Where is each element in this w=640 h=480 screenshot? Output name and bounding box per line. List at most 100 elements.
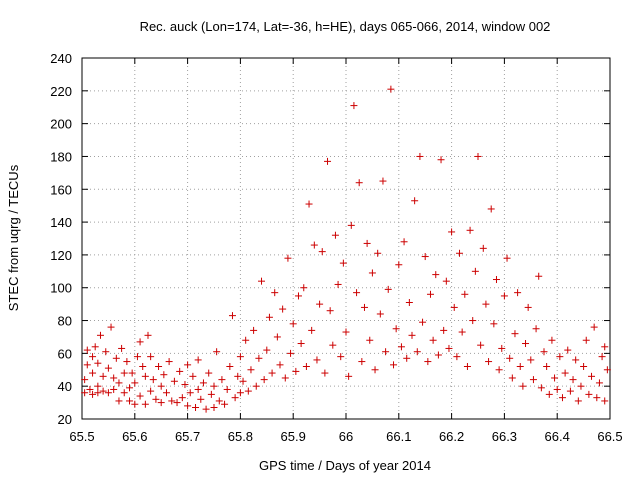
data-point <box>519 382 527 390</box>
data-point <box>102 348 110 356</box>
data-point <box>252 382 260 390</box>
data-point <box>234 372 242 380</box>
data-point <box>458 328 466 336</box>
data-point <box>86 385 94 393</box>
data-point <box>226 362 234 370</box>
data-point <box>308 326 316 334</box>
data-point <box>506 354 514 362</box>
data-point <box>239 377 247 385</box>
data-point <box>516 362 524 370</box>
data-point <box>218 376 226 384</box>
data-point <box>400 238 408 246</box>
data-point <box>223 385 231 393</box>
data-point <box>210 404 218 412</box>
data-point <box>574 397 582 405</box>
data-point <box>556 353 564 361</box>
x-tick-label: 65.8 <box>228 429 253 444</box>
y-tick-label: 140 <box>50 215 72 230</box>
data-point <box>89 353 97 361</box>
data-point <box>342 328 350 336</box>
data-point <box>442 277 450 285</box>
data-points <box>81 85 611 413</box>
data-point <box>133 353 141 361</box>
data-point <box>461 290 469 298</box>
data-point <box>268 369 276 377</box>
chart-title: Rec. auck (Lon=174, Lat=-36, h=HE), days… <box>140 19 551 34</box>
data-point <box>448 228 456 236</box>
data-point <box>371 366 379 374</box>
data-point <box>297 340 305 348</box>
data-point <box>601 397 609 405</box>
y-tick-label: 220 <box>50 84 72 99</box>
data-point <box>265 313 273 321</box>
y-tick-label: 120 <box>50 248 72 263</box>
data-point <box>522 340 530 348</box>
data-point <box>255 354 263 362</box>
y-tick-label: 180 <box>50 149 72 164</box>
data-point <box>173 399 181 407</box>
data-point <box>503 254 511 262</box>
data-point <box>228 312 236 320</box>
x-tick-label: 66.3 <box>492 429 517 444</box>
data-point <box>366 336 374 344</box>
data-point <box>490 320 498 328</box>
data-point <box>83 361 91 369</box>
data-point <box>397 343 405 351</box>
data-point <box>590 323 598 331</box>
data-point <box>485 358 493 366</box>
data-point <box>115 397 123 405</box>
data-point <box>250 326 258 334</box>
data-point <box>540 348 548 356</box>
data-point <box>564 346 572 354</box>
data-point <box>231 394 239 402</box>
y-tick-label: 160 <box>50 182 72 197</box>
data-point <box>202 405 210 413</box>
data-point <box>363 239 371 247</box>
axis-ticks <box>81 57 611 420</box>
data-point <box>440 326 448 334</box>
data-point <box>358 358 366 366</box>
data-point <box>426 290 434 298</box>
data-point <box>421 253 429 261</box>
data-point <box>566 387 574 395</box>
data-point <box>313 356 321 364</box>
data-point <box>545 390 553 398</box>
data-point <box>382 348 390 356</box>
data-point <box>326 307 334 315</box>
data-point <box>553 385 561 393</box>
y-tick-label: 60 <box>58 346 72 361</box>
data-point <box>392 325 400 333</box>
data-point <box>310 241 318 249</box>
data-point <box>120 389 128 397</box>
data-point <box>347 221 355 229</box>
data-point <box>469 317 477 325</box>
data-point <box>376 310 384 318</box>
data-point <box>437 156 445 164</box>
data-point <box>165 358 173 366</box>
data-point <box>184 361 192 369</box>
data-point <box>192 404 200 412</box>
data-point <box>263 346 271 354</box>
data-point <box>324 157 332 165</box>
data-point <box>585 390 593 398</box>
x-tick-label: 66.1 <box>386 429 411 444</box>
data-point <box>144 331 152 339</box>
data-point <box>390 361 398 369</box>
data-point <box>353 289 361 297</box>
x-tick-label: 65.6 <box>122 429 147 444</box>
data-point <box>384 285 392 293</box>
data-point <box>411 197 419 205</box>
data-point <box>334 280 342 288</box>
data-point <box>157 382 165 390</box>
data-point <box>572 356 580 364</box>
data-point <box>466 226 474 234</box>
data-point <box>500 292 508 300</box>
data-point <box>580 362 588 370</box>
data-point <box>416 152 424 160</box>
data-point <box>271 289 279 297</box>
data-point <box>99 387 107 395</box>
data-point <box>514 289 522 297</box>
data-point <box>131 400 139 408</box>
